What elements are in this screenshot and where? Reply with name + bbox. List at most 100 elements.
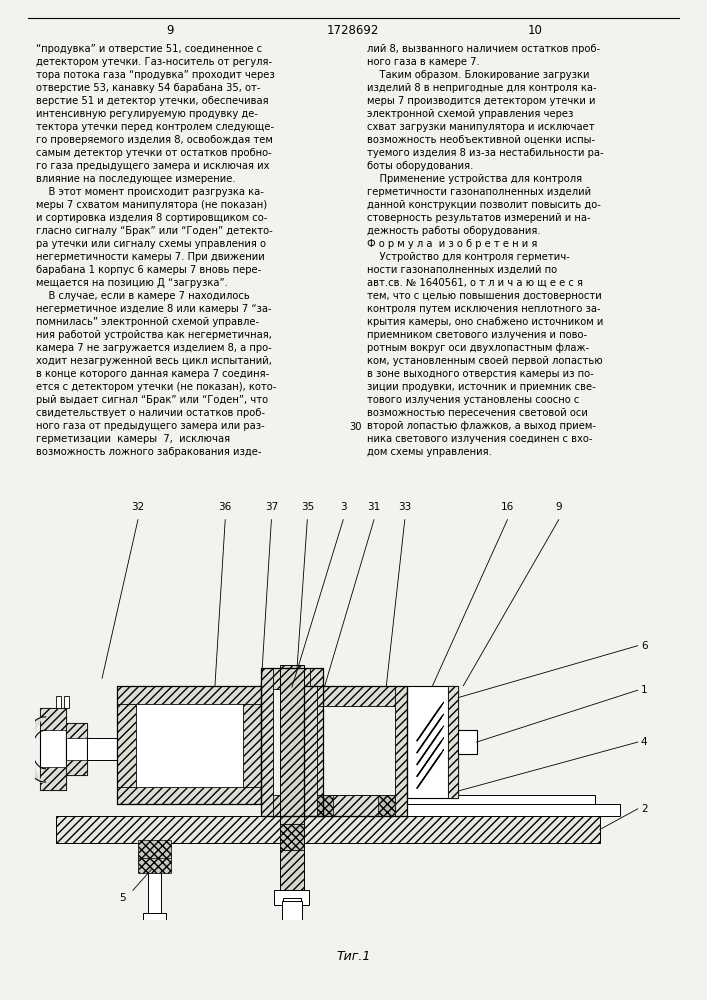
Text: меры 7 производится детектором утечки и: меры 7 производится детектором утечки и <box>367 96 595 106</box>
Text: свидетельствует о наличии остатков проб-: свидетельствует о наличии остатков проб- <box>36 408 265 418</box>
Text: возможностью пересечения световой оси: возможностью пересечения световой оси <box>367 408 588 418</box>
Text: интенсивную регулируемую продувку де-: интенсивную регулируемую продувку де- <box>36 109 258 119</box>
Bar <box>261 668 274 816</box>
Text: 31: 31 <box>368 502 380 512</box>
Text: изделий 8 в непригодные для контроля ка-: изделий 8 в непригодные для контроля ка- <box>367 83 597 93</box>
Bar <box>64 696 69 708</box>
Text: Ф о р м у л а  и з о б р е т е н и я: Ф о р м у л а и з о б р е т е н и я <box>367 239 537 249</box>
Bar <box>117 686 136 804</box>
Text: “продувка” и отверстие 51, соединенное с: “продувка” и отверстие 51, соединенное с <box>36 44 262 54</box>
Bar <box>40 708 66 790</box>
Text: 9: 9 <box>166 23 174 36</box>
Bar <box>40 767 66 790</box>
Text: рый выдает сигнал “Брак” или “Годен”, что: рый выдает сигнал “Брак” или “Годен”, чт… <box>36 395 268 405</box>
Bar <box>308 804 620 816</box>
Bar <box>261 795 322 816</box>
Text: ности газонаполненных изделий по: ности газонаполненных изделий по <box>367 265 557 275</box>
Text: электронной схемой управления через: электронной схемой управления через <box>367 109 573 119</box>
Text: дежность работы оборудования.: дежность работы оборудования. <box>367 226 541 236</box>
Text: боты оборудования.: боты оборудования. <box>367 161 474 171</box>
Bar <box>136 704 243 787</box>
Bar <box>243 686 261 804</box>
Text: меры 7 схватом манипулятора (не показан): меры 7 схватом манипулятора (не показан) <box>36 200 267 210</box>
Polygon shape <box>417 714 444 752</box>
Text: 6: 6 <box>641 641 648 651</box>
Text: ра утечки или сигналу схемы управления о: ра утечки или сигналу схемы управления о <box>36 239 266 249</box>
Text: негерметичности камеры 7. При движении: негерметичности камеры 7. При движении <box>36 252 264 262</box>
Text: данной конструкции позволит повысить до-: данной конструкции позволит повысить до- <box>367 200 601 210</box>
Bar <box>281 901 302 927</box>
Text: ротным вокруг оси двухлопастным флаж-: ротным вокруг оси двухлопастным флаж- <box>367 343 589 353</box>
Text: детектором утечки. Газ-носитель от регуля-: детектором утечки. Газ-носитель от регул… <box>36 57 272 67</box>
Bar <box>40 708 66 730</box>
Text: влияние на последующее измерение.: влияние на последующее измерение. <box>36 174 235 184</box>
Text: ется с детектором утечки (не показан), кото-: ется с детектором утечки (не показан), к… <box>36 382 276 392</box>
Text: зиции продувки, источник и приемник све-: зиции продувки, источник и приемник све- <box>367 382 596 392</box>
Text: 3: 3 <box>340 502 346 512</box>
Bar <box>66 723 87 738</box>
Bar <box>143 913 165 927</box>
Text: ного газа от предыдущего замера или раз-: ного газа от предыдущего замера или раз- <box>36 421 264 431</box>
Text: негерметичное изделие 8 или камеры 7 “за-: негерметичное изделие 8 или камеры 7 “за… <box>36 304 271 314</box>
Text: ника светового излучения соединен с вхо-: ника светового излучения соединен с вхо- <box>367 434 592 444</box>
Bar <box>117 686 261 804</box>
Text: гласно сигналу “Брак” или “Годен” детекто-: гласно сигналу “Брак” или “Годен” детект… <box>36 226 273 236</box>
Text: герметизации  камеры  7,  исключая: герметизации камеры 7, исключая <box>36 434 230 444</box>
Bar <box>304 686 407 816</box>
Text: 1728692: 1728692 <box>327 23 379 36</box>
Bar <box>458 730 477 754</box>
Text: камера 7 не загружается изделием 8, а про-: камера 7 не загружается изделием 8, а пр… <box>36 343 271 353</box>
Text: контроля путем исключения неплотного за-: контроля путем исключения неплотного за- <box>367 304 601 314</box>
Text: лий 8, вызванного наличием остатков проб-: лий 8, вызванного наличием остатков проб… <box>367 44 600 54</box>
Text: помнилась” электронной схемой управле-: помнилась” электронной схемой управле- <box>36 317 259 327</box>
Text: схват загрузки манипулятора и исключает: схват загрузки манипулятора и исключает <box>367 122 595 132</box>
Polygon shape <box>417 738 444 776</box>
Bar <box>138 855 171 873</box>
Text: отверстие 53, канавку 54 барабана 35, от-: отверстие 53, канавку 54 барабана 35, от… <box>36 83 260 93</box>
Text: В случае, если в камере 7 находилось: В случае, если в камере 7 находилось <box>36 291 250 301</box>
Text: ком, установленным своей первой лопастью: ком, установленным своей первой лопастью <box>367 356 603 366</box>
Text: го проверяемого изделия 8, освобождая тем: го проверяемого изделия 8, освобождая те… <box>36 135 273 145</box>
Polygon shape <box>417 726 444 764</box>
Bar <box>274 890 310 905</box>
Text: самым детектор утечки от остатков пробно-: самым детектор утечки от остатков пробно… <box>36 148 271 158</box>
Text: приемником светового излучения и пово-: приемником светового излучения и пово- <box>367 330 587 340</box>
Polygon shape <box>417 749 444 788</box>
Text: ния работой устройства как негерметичная,: ния работой устройства как негерметичная… <box>36 330 272 340</box>
Bar <box>378 795 395 816</box>
Text: 32: 32 <box>132 502 145 512</box>
Text: 10: 10 <box>527 23 542 36</box>
Text: 35: 35 <box>300 502 314 512</box>
Text: барабана 1 корпус 6 камеры 7 вновь пере-: барабана 1 корпус 6 камеры 7 вновь пере- <box>36 265 262 275</box>
Bar <box>283 898 301 920</box>
Bar <box>395 686 407 816</box>
Text: тектора утечки перед контролем следующе-: тектора утечки перед контролем следующе- <box>36 122 274 132</box>
Bar <box>56 696 61 708</box>
Bar <box>310 668 322 816</box>
Text: в зоне выходного отверстия камеры из по-: в зоне выходного отверстия камеры из по- <box>367 369 594 379</box>
Text: верстие 51 и детектор утечки, обеспечивая: верстие 51 и детектор утечки, обеспечива… <box>36 96 269 106</box>
Text: ного газа в камере 7.: ного газа в камере 7. <box>367 57 480 67</box>
Polygon shape <box>417 702 444 741</box>
Text: в конце которого данная камера 7 соединя-: в конце которого данная камера 7 соединя… <box>36 369 269 379</box>
Bar <box>304 686 407 706</box>
Bar <box>317 795 333 816</box>
Bar <box>261 668 322 816</box>
Bar <box>407 686 458 798</box>
Bar <box>138 840 171 858</box>
Text: 36: 36 <box>218 502 232 512</box>
Text: дом схемы управления.: дом схемы управления. <box>367 447 492 457</box>
Text: крытия камеры, оно снабжено источником и: крытия камеры, оно снабжено источником и <box>367 317 603 327</box>
Bar <box>308 795 595 804</box>
Bar <box>66 760 87 775</box>
Bar <box>279 824 304 850</box>
Text: и сортировка изделия 8 сортировщиком со-: и сортировка изделия 8 сортировщиком со- <box>36 213 267 223</box>
Text: тового излучения установлены соосно с: тового излучения установлены соосно с <box>367 395 579 405</box>
Text: 1: 1 <box>641 685 648 695</box>
Text: 16: 16 <box>501 502 514 512</box>
Bar <box>148 858 160 920</box>
Bar <box>261 668 322 689</box>
Text: тем, что с целью повышения достоверности: тем, что с целью повышения достоверности <box>367 291 602 301</box>
Bar <box>304 686 317 816</box>
Text: 4: 4 <box>641 737 648 747</box>
